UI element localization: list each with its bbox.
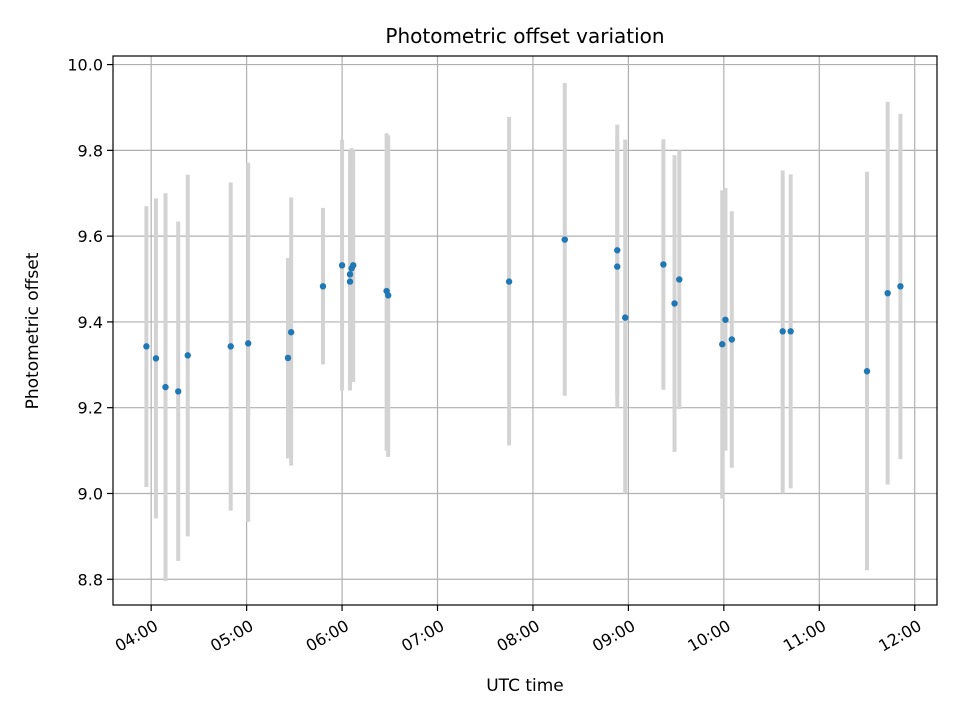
x-axis-title: UTC time — [486, 676, 564, 696]
data-point — [728, 336, 735, 343]
data-point — [863, 368, 871, 375]
data-point — [346, 278, 354, 285]
y-axis-ticks: 8.8 9.0 9.2 9.4 9.6 9.8 10.0 — [67, 56, 113, 589]
data-point — [384, 292, 392, 299]
data-point — [350, 262, 357, 269]
data-point — [897, 283, 904, 290]
data-point — [671, 300, 678, 307]
y-tick-label: 9.0 — [78, 484, 103, 503]
data-point — [143, 343, 150, 350]
data-point — [722, 316, 729, 323]
data-point — [227, 343, 234, 350]
data-point — [787, 328, 794, 335]
data-points — [143, 236, 904, 395]
y-tick-label: 9.2 — [78, 399, 103, 418]
chart-title: Photometric offset variation — [385, 24, 664, 48]
data-point — [287, 329, 295, 336]
plot-frame — [112, 55, 938, 606]
data-point — [779, 328, 786, 335]
data-point — [162, 383, 169, 391]
data-point — [660, 261, 667, 268]
y-tick-label: 9.4 — [78, 313, 103, 332]
y-tick-label: 9.8 — [78, 141, 103, 160]
data-point — [676, 276, 683, 283]
data-point — [284, 354, 292, 362]
data-point — [561, 236, 568, 243]
data-point — [319, 283, 327, 290]
data-point — [614, 247, 621, 254]
grid — [113, 56, 937, 605]
y-axis-title: Photometric offset — [23, 252, 43, 409]
data-point — [245, 340, 252, 347]
data-point — [622, 314, 629, 321]
data-point — [338, 262, 346, 269]
data-point — [719, 341, 726, 348]
y-tick-label: 8.8 — [78, 570, 103, 589]
data-point — [505, 278, 513, 285]
data-point — [175, 388, 182, 395]
y-tick-label: 9.6 — [78, 227, 103, 246]
data-point — [614, 263, 621, 270]
data-point — [346, 271, 354, 278]
y-tick-label: 10.0 — [67, 56, 103, 75]
data-point — [884, 289, 891, 297]
data-point — [184, 352, 191, 359]
data-point — [152, 355, 160, 362]
